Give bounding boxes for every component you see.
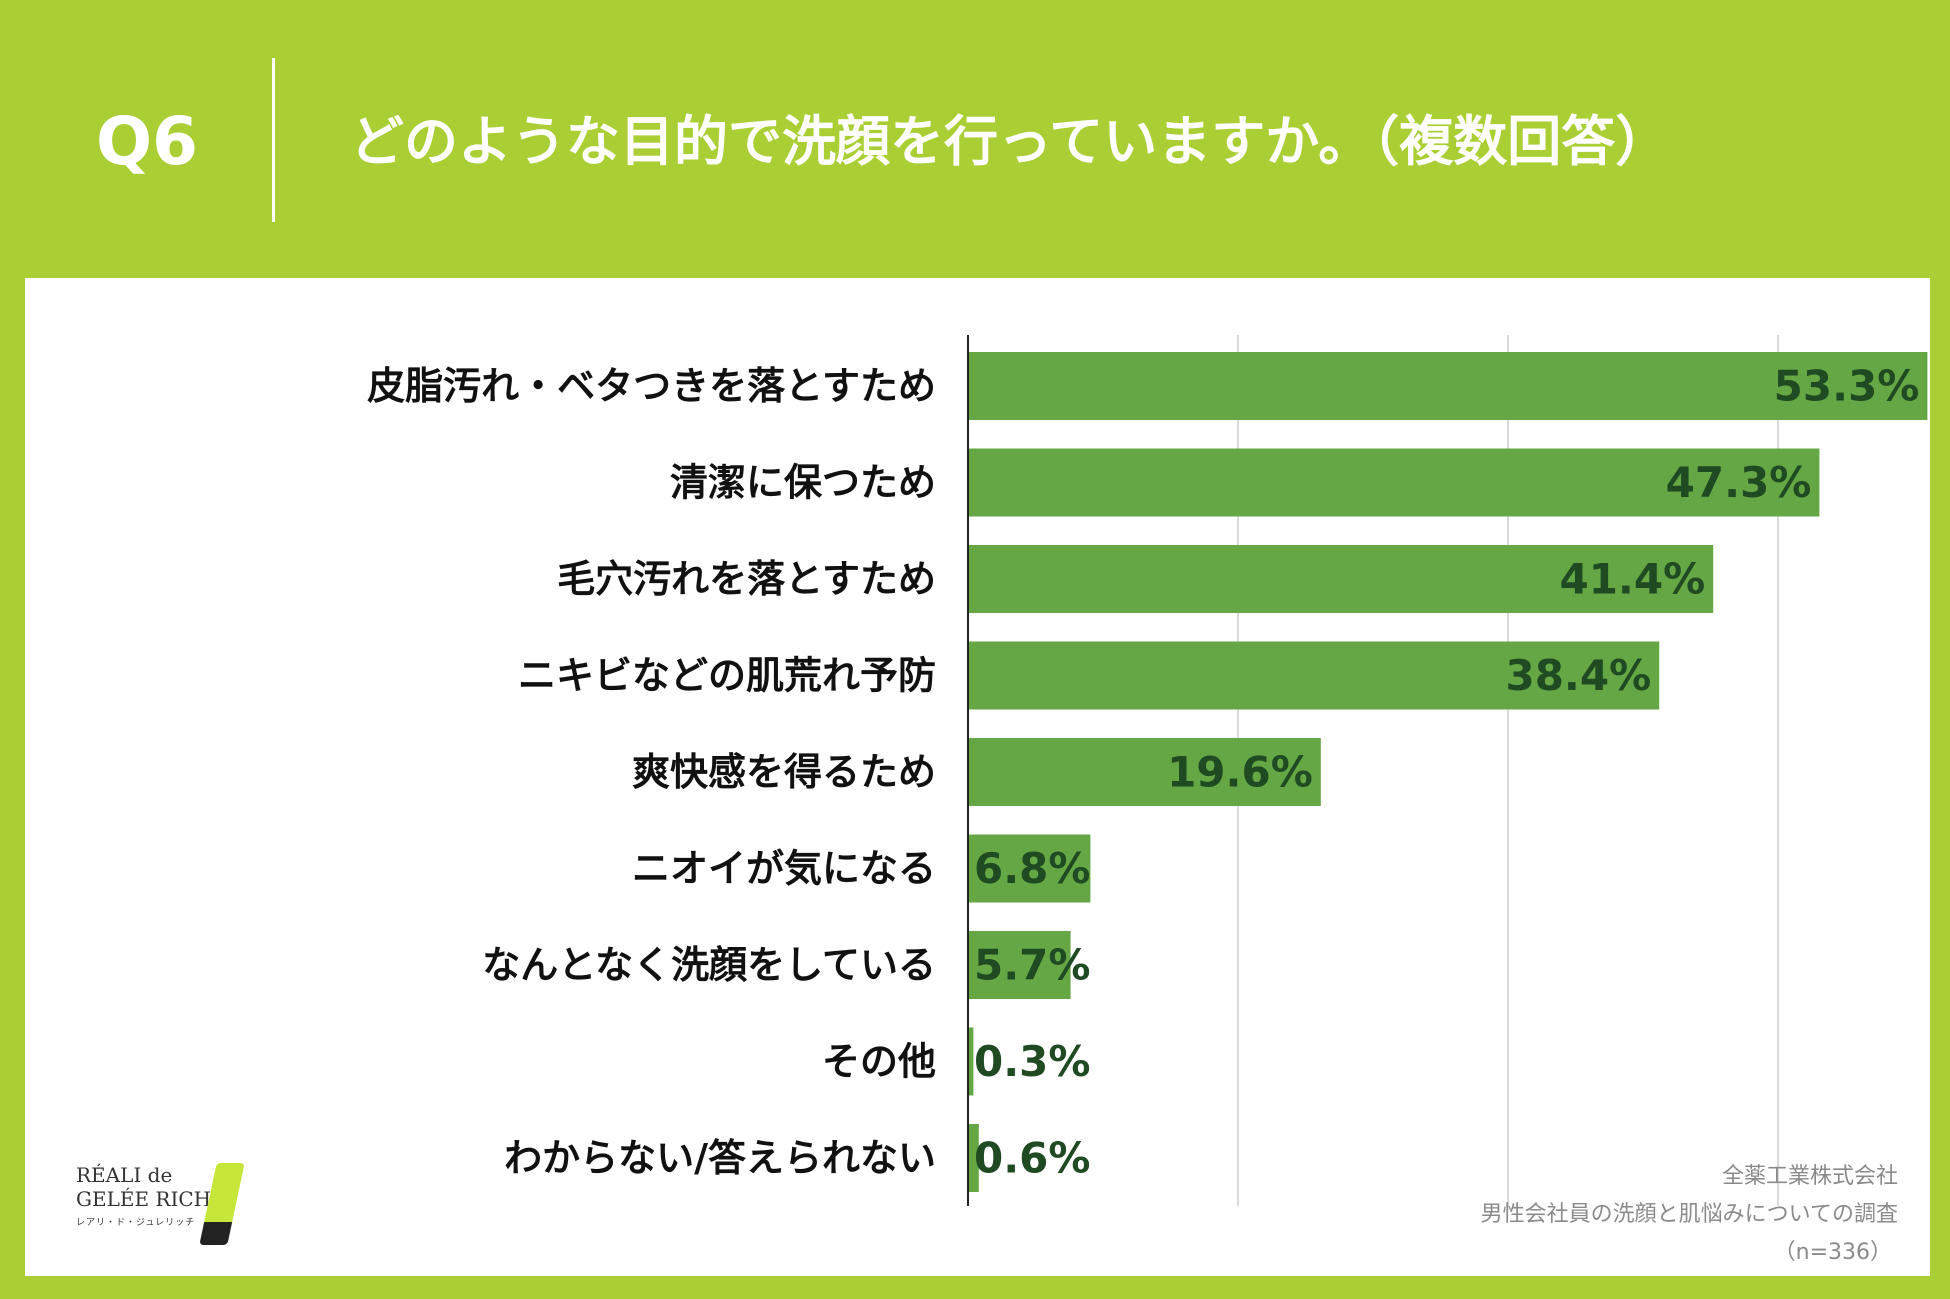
category-label-1: 皮脂汚れ・ベタつきを落とすため [367, 364, 936, 408]
question-number: Q6 [96, 103, 199, 180]
value-label-6: 6.8% [974, 844, 1090, 893]
value-label-4: 38.4% [1505, 651, 1651, 700]
value-label-1: 53.3% [1774, 362, 1920, 411]
bar-1 [968, 352, 1928, 420]
bar-2 [968, 448, 1820, 517]
credit-company: 全薬工業株式会社 [1721, 1164, 1898, 1189]
value-label-2: 47.3% [1666, 458, 1812, 507]
value-label-8: 0.3% [974, 1037, 1090, 1086]
bar-4 [968, 641, 1660, 710]
credit-survey: 男性会社員の洗顔と肌悩みについての調査 [1480, 1202, 1898, 1227]
credit-sample-size: （n=336） [1773, 1240, 1892, 1265]
bar-8 [968, 1027, 974, 1096]
category-label-2: 清潔に保つため [670, 461, 936, 505]
logo-line-3: レアリ・ド・ジュレリッチ [76, 1218, 196, 1228]
bar-chart: 皮脂汚れ・ベタつきを落とすため 53.3% 清潔に保つため 47.3% 毛穴汚れを落とす… [367, 335, 1928, 1206]
brand-logo: RÉALI de GELÉE RICH レアリ・ド・ジュレリッチ [76, 1163, 286, 1243]
value-label-3: 41.4% [1559, 555, 1705, 604]
value-label-9: 0.6% [974, 1134, 1090, 1183]
bar-3 [968, 545, 1714, 613]
logo-line-2: GELÉE RICH [76, 1187, 212, 1211]
category-label-8: その他 [822, 1040, 936, 1084]
bar-5 [968, 738, 1321, 806]
bar-9 [968, 1124, 979, 1192]
logo-line-1: RÉALI de [76, 1163, 173, 1187]
bar-6 [968, 834, 1091, 903]
question-title: どのような目的で洗顔を行っていますか。（複数回答） [350, 110, 1670, 173]
value-label-5: 19.6% [1167, 748, 1313, 797]
category-label-4: ニキビなどの肌荒れ予防 [518, 654, 936, 698]
category-label-3: 毛穴汚れを落とすため [557, 557, 936, 601]
category-label-6: ニオイが気になる [632, 847, 936, 891]
header-divider [272, 58, 275, 222]
category-label-5: 爽快感を得るため [632, 750, 936, 794]
value-label-7: 5.7% [974, 941, 1090, 990]
category-label-7: なんとなく洗顔をしている [482, 943, 936, 987]
category-label-9: わからない/答えられない [504, 1136, 936, 1180]
chart-panel: 皮脂汚れ・ベタつきを落とすため 53.3% 清潔に保つため 47.3% 毛穴汚れを落とす… [25, 278, 1930, 1276]
bar-7 [968, 931, 1071, 999]
